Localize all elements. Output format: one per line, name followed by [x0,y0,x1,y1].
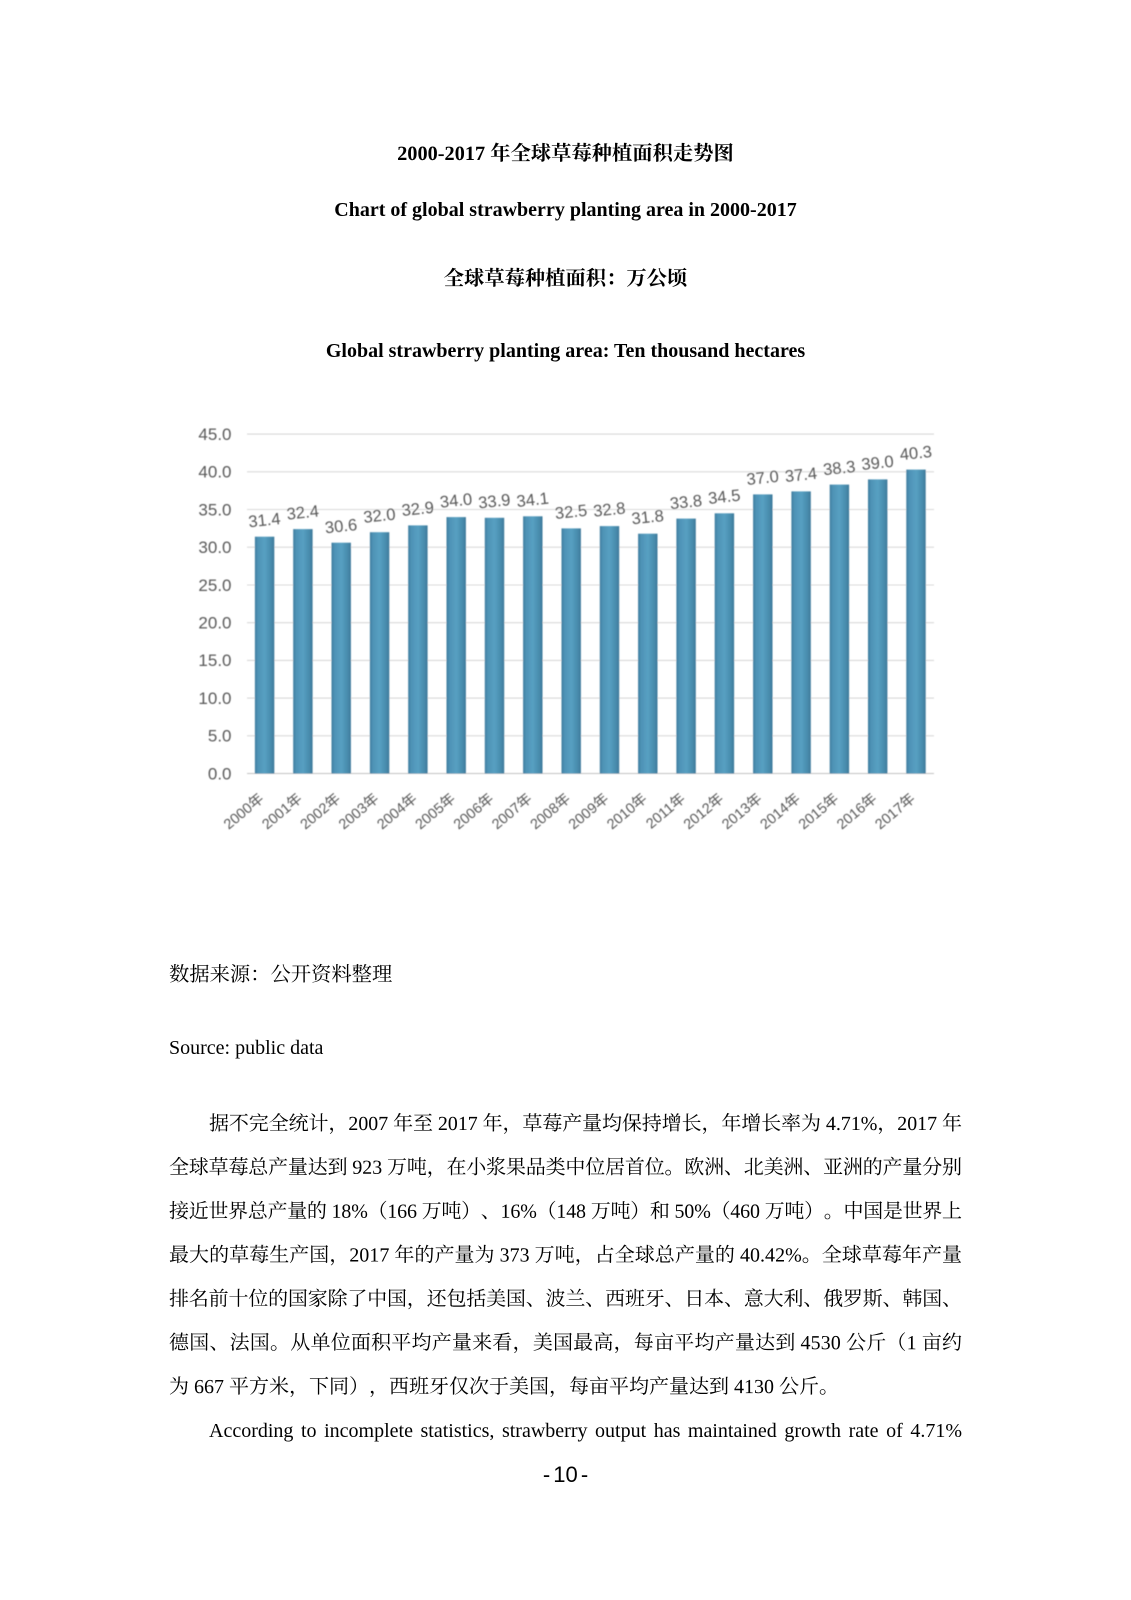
svg-text:45.0: 45.0 [198,425,231,444]
svg-text:32.0: 32.0 [362,505,396,527]
svg-text:30.0: 30.0 [198,538,231,557]
svg-text:2002: 2002 [298,800,333,833]
svg-text:2012: 2012 [681,800,716,833]
svg-text:2014: 2014 [758,800,793,833]
svg-text:0.0: 0.0 [208,764,232,783]
svg-text:15.0: 15.0 [198,651,231,670]
svg-text:34.1: 34.1 [516,489,550,511]
svg-text:2006: 2006 [451,800,486,833]
svg-text:5.0: 5.0 [208,727,232,746]
svg-text:25.0: 25.0 [198,576,231,595]
svg-text:32.5: 32.5 [554,501,588,523]
svg-text:2003: 2003 [336,800,371,833]
svg-text:2001: 2001 [259,800,294,833]
svg-text:33.9: 33.9 [477,490,511,512]
svg-text:31.4: 31.4 [247,509,281,531]
svg-text:37.0: 37.0 [746,467,780,489]
svg-text:2013: 2013 [719,800,754,833]
svg-text:40.0: 40.0 [198,463,231,482]
svg-text:2011: 2011 [643,800,677,832]
svg-text:2015: 2015 [796,800,831,833]
svg-text:20.0: 20.0 [198,614,231,633]
svg-text:34.5: 34.5 [707,486,741,508]
svg-text:33.8: 33.8 [669,491,703,513]
svg-text:2017: 2017 [872,800,907,833]
svg-text:35.0: 35.0 [198,500,231,519]
svg-text:2007: 2007 [489,800,524,833]
svg-text:2009: 2009 [566,800,601,833]
svg-text:2010: 2010 [604,800,639,833]
svg-text:32.4: 32.4 [286,501,320,523]
svg-text:32.8: 32.8 [592,498,626,520]
svg-text:31.8: 31.8 [631,506,665,528]
svg-text:39.0: 39.0 [860,452,894,474]
svg-text:2000: 2000 [221,800,256,833]
svg-text:10.0: 10.0 [198,689,231,708]
svg-text:37.4: 37.4 [784,464,818,486]
svg-text:2004: 2004 [374,800,409,833]
svg-text:2008: 2008 [528,800,563,833]
svg-text:34.0: 34.0 [439,489,473,511]
svg-text:30.6: 30.6 [324,515,358,537]
svg-text:2005: 2005 [413,800,448,833]
svg-text:38.3: 38.3 [822,457,856,479]
svg-text:32.9: 32.9 [401,498,435,520]
svg-text:2016: 2016 [834,800,869,833]
svg-text:40.3: 40.3 [899,442,933,464]
